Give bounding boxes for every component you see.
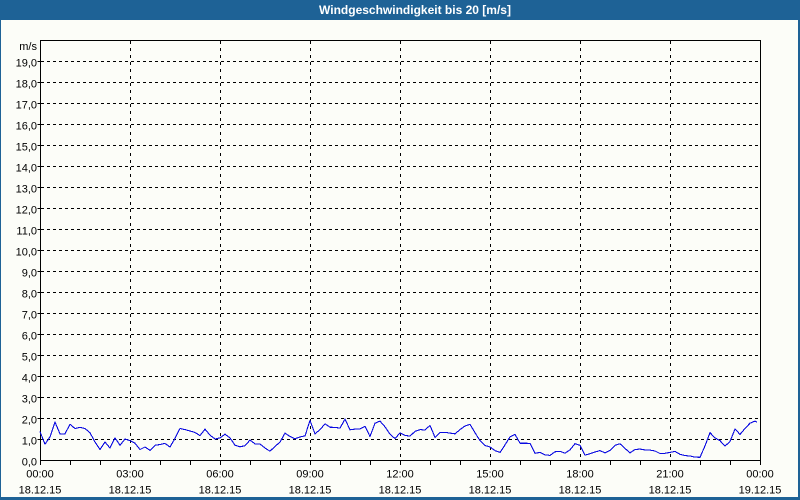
svg-text:00:00: 00:00 [26, 469, 54, 481]
svg-text:m/s: m/s [19, 41, 37, 53]
svg-text:15,0: 15,0 [16, 142, 37, 154]
svg-text:0,0: 0,0 [22, 457, 37, 469]
svg-text:10,0: 10,0 [16, 247, 37, 259]
svg-text:19,0: 19,0 [16, 58, 37, 70]
svg-text:12:00: 12:00 [386, 469, 414, 481]
svg-text:03:00: 03:00 [116, 469, 144, 481]
svg-text:13,0: 13,0 [16, 184, 37, 196]
svg-text:17,0: 17,0 [16, 100, 37, 112]
svg-text:1,0: 1,0 [22, 436, 37, 448]
svg-text:18.12.15: 18.12.15 [19, 485, 62, 497]
svg-text:14,0: 14,0 [16, 163, 37, 175]
svg-text:06:00: 06:00 [206, 469, 234, 481]
svg-text:7,0: 7,0 [22, 310, 37, 322]
svg-text:5,0: 5,0 [22, 352, 37, 364]
svg-text:18:00: 18:00 [566, 469, 594, 481]
svg-text:6,0: 6,0 [22, 331, 37, 343]
svg-text:2,0: 2,0 [22, 415, 37, 427]
svg-text:18.12.15: 18.12.15 [469, 485, 512, 497]
svg-text:18.12.15: 18.12.15 [199, 485, 242, 497]
svg-text:3,0: 3,0 [22, 394, 37, 406]
svg-text:18.12.15: 18.12.15 [649, 485, 692, 497]
svg-text:9,0: 9,0 [22, 268, 37, 280]
svg-text:15:00: 15:00 [476, 469, 504, 481]
svg-text:18.12.15: 18.12.15 [289, 485, 332, 497]
svg-text:21:00: 21:00 [656, 469, 684, 481]
svg-text:16,0: 16,0 [16, 121, 37, 133]
svg-text:18,0: 18,0 [16, 79, 37, 91]
svg-text:18.12.15: 18.12.15 [109, 485, 152, 497]
svg-text:11,0: 11,0 [16, 226, 37, 238]
svg-text:4,0: 4,0 [22, 373, 37, 385]
svg-text:19.12.15: 19.12.15 [739, 485, 782, 497]
svg-text:00:00: 00:00 [746, 469, 774, 481]
svg-text:09:00: 09:00 [296, 469, 324, 481]
svg-text:18.12.15: 18.12.15 [559, 485, 602, 497]
svg-text:18.12.15: 18.12.15 [379, 485, 422, 497]
svg-text:12,0: 12,0 [16, 205, 37, 217]
svg-text:8,0: 8,0 [22, 289, 37, 301]
